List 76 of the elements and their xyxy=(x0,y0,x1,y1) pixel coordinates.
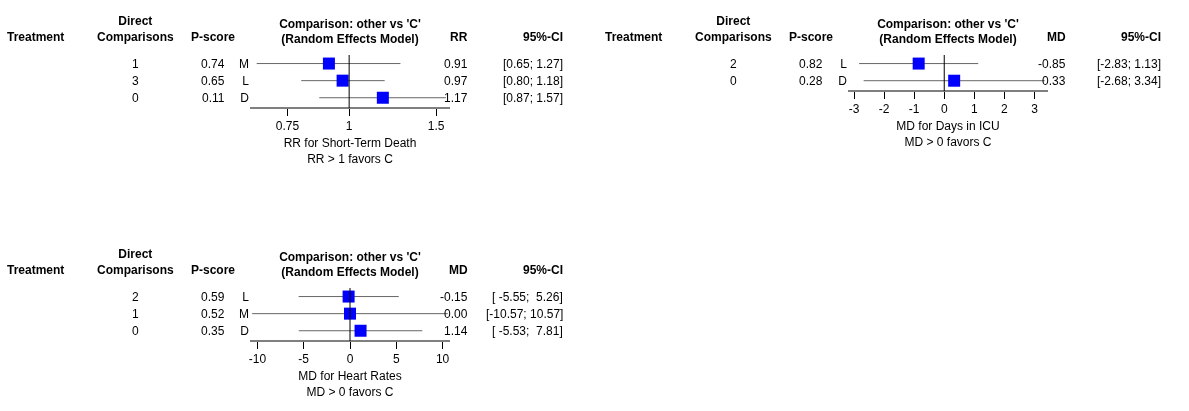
y-tick-label: M xyxy=(239,306,249,321)
text: 0 xyxy=(132,91,139,105)
annotation: 0.33 xyxy=(1042,74,1066,88)
text: Direct Comparisons xyxy=(97,14,175,44)
text: P-score xyxy=(789,30,834,44)
x-axis-title: MD for Days in ICU MD > 0 favors C xyxy=(896,119,1000,149)
text: 95%-CI xyxy=(523,263,564,277)
text: RR xyxy=(450,30,468,44)
x-tick-label: -3 xyxy=(848,102,860,117)
annotation: 1.17 xyxy=(444,91,468,105)
x-tick-label: 0 xyxy=(940,102,948,117)
y-axis-title: Treatment xyxy=(7,30,65,44)
text: [0.65; 1.27] xyxy=(503,57,564,71)
x-tick-label: -5 xyxy=(298,352,310,367)
text: Direct Comparisons xyxy=(695,14,773,44)
x-tick-label: -2 xyxy=(878,102,890,117)
x-axis-title: RR for Short-Term Death RR > 1 favors C xyxy=(283,136,417,166)
x-tick-label: 1.5 xyxy=(427,119,445,134)
text: Direct Comparisons xyxy=(97,247,175,277)
annotation: 1.14 xyxy=(444,324,468,338)
annotation: 0.00 xyxy=(444,307,468,321)
text: 1 xyxy=(132,57,139,71)
chart-title: Comparison: other vs 'C' (Random Effects Model) xyxy=(279,16,422,47)
text: 0.59 xyxy=(201,290,225,304)
y-tick-label: L xyxy=(242,289,250,304)
text: 1 xyxy=(132,307,139,321)
text: 2 xyxy=(132,290,139,304)
text: 0.35 xyxy=(201,324,225,338)
text: 0.52 xyxy=(201,307,225,321)
x-tick-label: 0.75 xyxy=(275,119,300,134)
x-tick-label: -1 xyxy=(908,102,920,117)
text: P-score xyxy=(191,263,236,277)
text: MD xyxy=(1047,30,1066,44)
text: [0.80; 1.18] xyxy=(503,74,564,88)
x-tick-label: 1 xyxy=(345,119,353,134)
text: [-2.83; 1.13] xyxy=(1097,57,1162,71)
text: [-10.57; 10.57] xyxy=(486,307,564,321)
chart-title: Comparison: other vs 'C' (Random Effects Model) xyxy=(877,16,1020,47)
annotation: -0.15 xyxy=(440,290,468,304)
x-axis-title: MD for Heart Rates MD > 0 favors C xyxy=(298,369,402,399)
y-axis-title: Treatment xyxy=(605,30,663,44)
text: 0 xyxy=(730,74,737,88)
y-tick-label: D xyxy=(240,323,250,338)
text: 0.65 xyxy=(201,74,225,88)
annotation: -0.85 xyxy=(1038,57,1066,71)
text: [-2.68; 3.34] xyxy=(1097,74,1162,88)
y-tick-label: M xyxy=(239,56,249,71)
x-tick-label: 10 xyxy=(435,352,450,367)
text: 95%-CI xyxy=(1121,30,1162,44)
chart-title: Comparison: other vs 'C' (Random Effects Model) xyxy=(279,249,422,280)
y-tick-label: L xyxy=(242,73,250,88)
y-tick-label: D xyxy=(838,73,848,88)
text: [ -5.55; 5.26] xyxy=(492,290,563,304)
text: [0.87; 1.57] xyxy=(503,91,564,105)
text: 3 xyxy=(132,74,139,88)
text: 0.74 xyxy=(201,57,225,71)
annotation: 0.97 xyxy=(444,74,468,88)
y-tick-label: D xyxy=(240,90,250,105)
x-tick-label: 1 xyxy=(970,102,978,117)
y-axis-title: Treatment xyxy=(7,263,65,277)
text: 2 xyxy=(730,57,737,71)
text: P-score xyxy=(191,30,236,44)
annotation: 0.91 xyxy=(444,57,468,71)
text: [ -5.53; 7.81] xyxy=(492,324,563,338)
x-tick-label: 5 xyxy=(392,352,400,367)
text: 0.82 xyxy=(799,57,823,71)
text: 0.11 xyxy=(202,91,225,105)
x-tick-label: -10 xyxy=(248,352,267,367)
x-tick-label: 2 xyxy=(1001,102,1009,117)
text: 0 xyxy=(132,324,139,338)
text: 95%-CI xyxy=(523,30,564,44)
y-tick-label: L xyxy=(840,56,848,71)
text: MD xyxy=(449,263,468,277)
x-tick-label: 3 xyxy=(1031,102,1039,117)
text: 0.28 xyxy=(799,74,823,88)
x-tick-label: 0 xyxy=(346,352,354,367)
